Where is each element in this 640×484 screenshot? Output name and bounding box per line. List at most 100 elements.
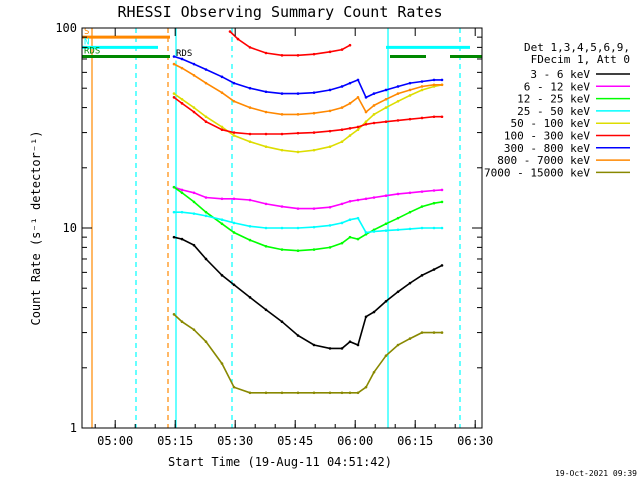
series-line-4-point xyxy=(248,140,252,144)
x-tick-label: 06:15 xyxy=(397,434,433,448)
series-line-3-point xyxy=(348,218,352,222)
series-line-5-point xyxy=(440,115,444,119)
series-line-3-point xyxy=(312,225,316,229)
series-line-8-point xyxy=(172,313,176,316)
flag-label-rds-2: RDS xyxy=(84,47,100,57)
series-line-0-point xyxy=(396,290,400,294)
series-line-2-point xyxy=(372,228,376,232)
series-line-7-point xyxy=(220,91,224,94)
series-line-1-point xyxy=(396,192,400,196)
series-line-5-point xyxy=(296,131,300,135)
legend-header-detectors: Det 1,3,4,5,6,9, xyxy=(524,41,630,54)
series-line-1-point xyxy=(192,191,196,195)
series-line-top-point xyxy=(236,37,240,41)
series-line-top-point xyxy=(264,51,268,55)
series-line-5-point xyxy=(396,119,400,122)
series-line-1-point xyxy=(248,198,252,202)
series-line-3-point xyxy=(296,226,300,230)
series-line-0-point xyxy=(384,300,388,303)
series-line-3-point xyxy=(204,214,208,218)
series-line-0-point xyxy=(204,257,208,261)
series-line-4-point xyxy=(180,98,184,101)
series-line-5-point xyxy=(248,132,252,136)
series-line-1-point xyxy=(296,207,300,210)
legend-label-2: 12 - 25 keV xyxy=(517,93,590,106)
series-line-8-point xyxy=(408,337,412,340)
series-line-5-point xyxy=(192,110,196,114)
series-line-4-point xyxy=(280,148,284,152)
series-line-8-point xyxy=(348,391,352,395)
legend-header-settings: FDecim 1, Att 0 xyxy=(531,53,630,66)
series-line-5-point xyxy=(384,120,388,124)
series-line-4-point xyxy=(372,113,376,116)
y-axis-ticks: 1 10 100 xyxy=(55,21,482,435)
series-line-3-point xyxy=(408,227,412,231)
series-line-5-point xyxy=(172,96,176,99)
series-line-2-point xyxy=(172,185,176,189)
series-line-6-point xyxy=(328,88,332,92)
series-line-7-point xyxy=(420,85,424,88)
series-line-0-point xyxy=(180,237,184,241)
series-line-2-point xyxy=(204,210,208,214)
series-line-6-point xyxy=(356,78,360,82)
x-tick-label: 05:30 xyxy=(217,434,253,448)
series-line-top-point xyxy=(340,48,344,51)
series-line-7-point xyxy=(372,104,376,107)
series-line-6-point xyxy=(280,92,284,95)
series-line-3-point xyxy=(356,216,360,220)
series-line-2-point xyxy=(340,241,344,245)
series-line-6-point xyxy=(312,91,316,94)
series-line-7-point xyxy=(364,110,368,114)
series-line-1-point xyxy=(204,196,208,199)
series-line-0-point xyxy=(420,274,424,277)
series-line-2-point xyxy=(356,237,360,241)
series-line-5-point xyxy=(372,121,376,125)
series-line-5-point xyxy=(432,115,436,119)
series-line-7-point xyxy=(192,74,196,77)
series-line-6-point xyxy=(340,85,344,88)
series-line-3-point xyxy=(232,221,236,225)
legend-label-0: 3 - 6 keV xyxy=(530,68,590,81)
series-line-5-point xyxy=(264,132,268,136)
series-line-0-point xyxy=(248,296,252,299)
series-line-8-point xyxy=(364,385,368,389)
series-line-5-point xyxy=(180,102,184,105)
series-line-3-point xyxy=(372,230,376,233)
series-line-2-point xyxy=(432,201,436,205)
y-axis-label: Count Rate (s⁻¹ detector⁻¹) xyxy=(29,130,43,325)
series-line-7-point xyxy=(312,111,316,115)
legend-label-7: 800 - 7000 keV xyxy=(497,154,590,167)
series-line-5-point xyxy=(328,129,332,133)
series-line-3-point xyxy=(172,210,176,214)
series-line-0-point xyxy=(348,340,352,344)
series-line-6-point xyxy=(408,81,412,85)
series-line-4-point xyxy=(364,120,368,124)
y-tick-label: 100 xyxy=(55,21,77,35)
legend-label-5: 100 - 300 keV xyxy=(504,130,590,143)
flag-label-rds-3: RDS xyxy=(176,49,192,59)
series-line-2-point xyxy=(440,200,444,204)
legend-label-1: 6 - 12 keV xyxy=(524,80,591,93)
series-line-8-point xyxy=(440,331,444,334)
series-line-3-point xyxy=(264,226,268,230)
series-line-6-point xyxy=(420,80,424,83)
series-layer xyxy=(172,30,444,395)
series-line-6-point xyxy=(172,55,176,58)
series-line-3-point xyxy=(432,226,436,230)
series-line-3-point xyxy=(328,224,332,227)
series-line-7-point xyxy=(384,98,388,101)
series-line-top-point xyxy=(348,43,352,47)
legend-label-4: 50 - 100 keV xyxy=(511,117,591,130)
series-line-8-point xyxy=(232,385,236,389)
series-line-5-point xyxy=(232,131,236,134)
series-line-4-point xyxy=(408,94,412,97)
series-line-4-point xyxy=(384,106,388,109)
legend-label-6: 300 - 800 keV xyxy=(504,142,590,155)
series-line-8-point xyxy=(340,391,344,395)
series-line-8-point xyxy=(264,391,268,395)
series-line-2-point xyxy=(248,238,252,242)
series-line-4-point xyxy=(328,145,332,148)
series-line-4-point xyxy=(220,125,224,129)
